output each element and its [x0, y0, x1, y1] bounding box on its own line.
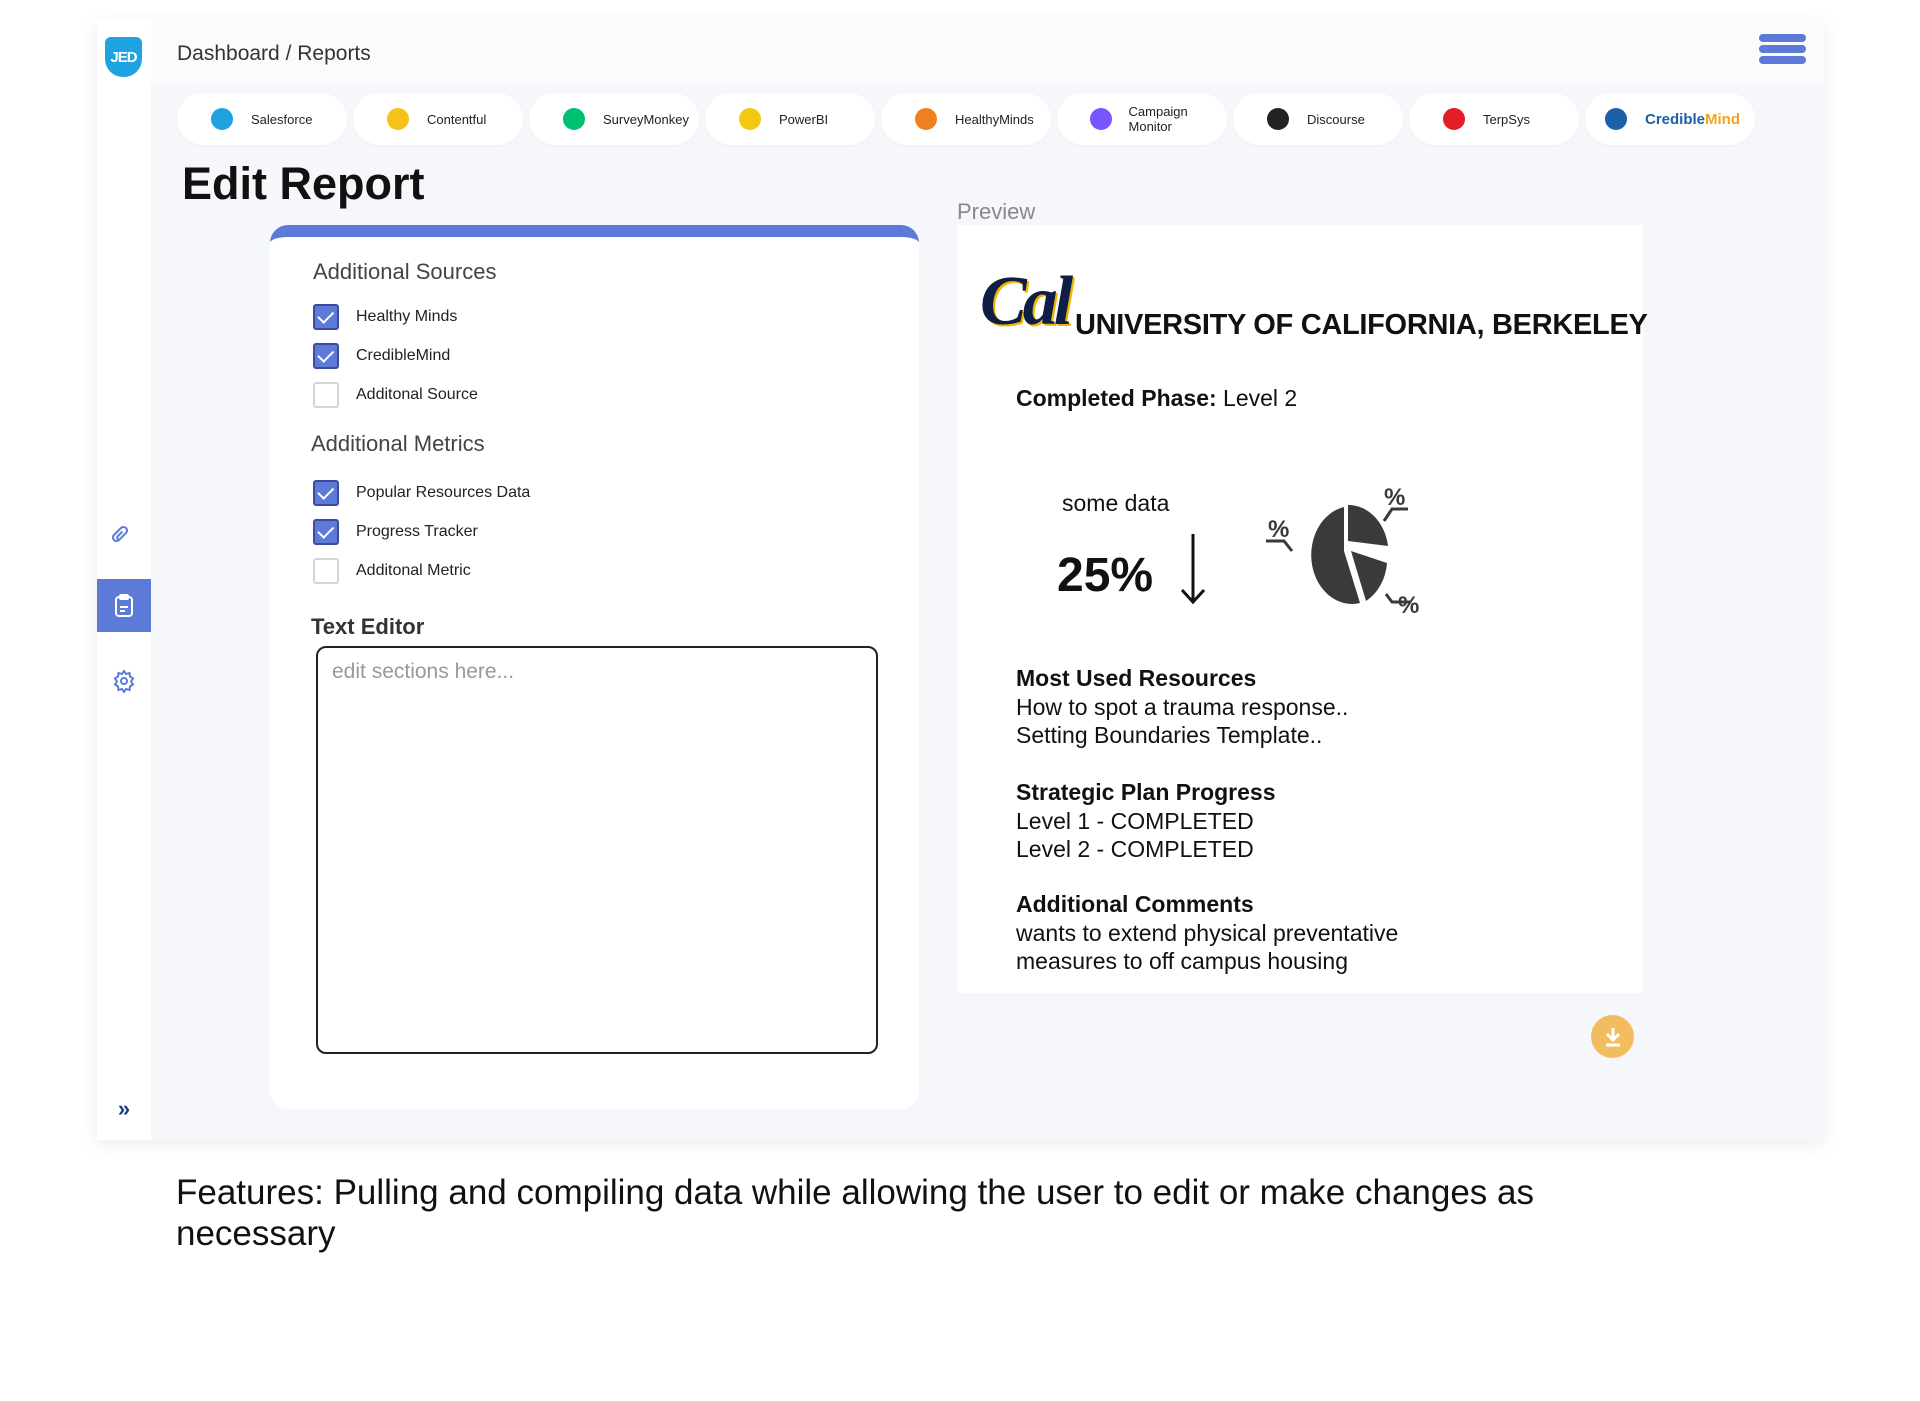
- section-line: Level 2 - COMPLETED: [1016, 836, 1254, 862]
- checkbox[interactable]: [313, 382, 339, 408]
- phase-value: Level 2: [1223, 385, 1298, 411]
- source-checkbox-row[interactable]: Healthy Minds: [313, 304, 457, 330]
- clipboard-icon[interactable]: [97, 579, 151, 632]
- text-editor-label: Text Editor: [311, 614, 425, 639]
- section-line: wants to extend physical preventative: [1016, 919, 1399, 946]
- integration-label: PowerBI: [779, 111, 829, 127]
- stat-value: 25%: [1057, 549, 1154, 602]
- download-button[interactable]: [1591, 1015, 1634, 1058]
- integration-logo-icon: [1261, 104, 1295, 134]
- integration-label: SurveyMonkey: [603, 111, 689, 127]
- integration-logo-icon: [1437, 104, 1471, 134]
- caption: Features: Pulling and compiling data whi…: [176, 1173, 1534, 1253]
- pie-slice: [1311, 507, 1360, 604]
- preview-label: Preview: [957, 199, 1036, 224]
- integration-logo-icon: [909, 104, 943, 134]
- source-checkbox-row[interactable]: Additonal Source: [313, 382, 478, 408]
- checkbox[interactable]: [313, 558, 339, 584]
- preview-section: Most Used Resources How to spot a trauma …: [1016, 664, 1348, 750]
- integration-label: Contentful: [427, 111, 487, 127]
- checkbox[interactable]: [313, 304, 339, 330]
- checkbox-label: Additonal Source: [356, 386, 478, 403]
- integration-1[interactable]: Contentful: [353, 93, 523, 145]
- checkbox-label: Popular Resources Data: [356, 484, 531, 501]
- checkbox-label: CredibleMind: [356, 347, 451, 364]
- section-title: Most Used Resources: [1016, 665, 1257, 691]
- integration-5[interactable]: Campaign Monitor: [1057, 93, 1227, 145]
- integration-label: Salesforce: [251, 111, 313, 127]
- section-line: Level 1 - COMPLETED: [1016, 807, 1254, 834]
- brand-mind: Mind: [1705, 110, 1741, 128]
- metric-checkbox-row[interactable]: Progress Tracker: [313, 519, 478, 545]
- integration-6[interactable]: Discourse: [1233, 93, 1403, 145]
- checkbox[interactable]: [313, 343, 339, 369]
- page-title: Edit Report: [182, 158, 425, 209]
- text-editor-input[interactable]: [316, 646, 878, 1054]
- arrow-down-icon: [1180, 534, 1206, 605]
- integration-0[interactable]: Salesforce: [177, 93, 347, 145]
- pie-label: %: [1384, 484, 1405, 511]
- metric-checkbox-row[interactable]: Popular Resources Data: [313, 480, 530, 506]
- integration-logo-icon: [557, 104, 591, 134]
- integration-logo-icon: [1085, 104, 1117, 134]
- integration-label: Campaign Monitor: [1128, 104, 1188, 134]
- metric-checkbox-row[interactable]: Additonal Metric: [313, 558, 471, 584]
- integration-logo-icon: [381, 104, 415, 134]
- integration-label: TerpSys: [1483, 111, 1530, 127]
- sources-title: Additional Sources: [313, 259, 497, 284]
- integration-logo-icon: [205, 104, 239, 134]
- integration-label: HealthyMinds: [955, 111, 1034, 127]
- cal-logo: Cal: [980, 263, 1073, 340]
- pie-slice: [1348, 504, 1388, 546]
- pie-chart-illustration: % % %: [1266, 484, 1419, 619]
- checkbox-label: Additonal Metric: [356, 562, 471, 579]
- pie-slice: [1351, 551, 1387, 601]
- checkbox[interactable]: [313, 519, 339, 545]
- menu-icon[interactable]: [1759, 34, 1806, 66]
- pie-label: %: [1268, 516, 1289, 543]
- checkbox-label: Healthy Minds: [356, 308, 458, 325]
- integration-logo-icon: [733, 104, 767, 134]
- integration-label: Discourse: [1307, 111, 1365, 127]
- section-title: Additional Comments: [1016, 891, 1254, 917]
- metrics-title: Additional Metrics: [311, 431, 485, 456]
- integration-8[interactable]: Credible Mind: [1585, 93, 1755, 145]
- preview-section: Additional Comments wants to extend physi…: [1016, 890, 1398, 976]
- double-chevron-right-icon[interactable]: »: [117, 1096, 131, 1121]
- section-line: How to spot a trauma response..: [1016, 693, 1349, 720]
- header: [151, 19, 1824, 83]
- source-checkbox-row[interactable]: CredibleMind: [313, 343, 450, 369]
- preview-section: Strategic Plan Progress Level 1 - COMPLET…: [1016, 778, 1276, 864]
- jed-logo[interactable]: JED: [105, 37, 142, 77]
- preview-panel: [957, 225, 1643, 993]
- integration-4[interactable]: HealthyMinds: [881, 93, 1051, 145]
- section-line: measures to off campus housing: [1016, 948, 1348, 974]
- section-line: Setting Boundaries Template..: [1016, 722, 1323, 748]
- brand-credible: Credible: [1645, 110, 1706, 128]
- stat-label: some data: [1062, 490, 1170, 516]
- link-icon[interactable]: [97, 518, 151, 548]
- integration-3[interactable]: PowerBI: [705, 93, 875, 145]
- gear-icon[interactable]: [97, 666, 151, 696]
- integration-logo-icon: [1599, 104, 1633, 134]
- integration-7[interactable]: TerpSys: [1409, 93, 1579, 145]
- checkbox[interactable]: [313, 480, 339, 506]
- integration-2[interactable]: SurveyMonkey: [529, 93, 699, 145]
- university-name: UNIVERSITY OF CALIFORNIA, BERKELEY: [1075, 309, 1648, 341]
- pie-label: %: [1398, 592, 1419, 619]
- phase-label: Completed Phase:: [1016, 385, 1217, 411]
- breadcrumb[interactable]: Dashboard / Reports: [177, 42, 371, 65]
- checkbox-label: Progress Tracker: [356, 523, 478, 540]
- download-icon: [1605, 1027, 1620, 1046]
- section-title: Strategic Plan Progress: [1016, 779, 1276, 805]
